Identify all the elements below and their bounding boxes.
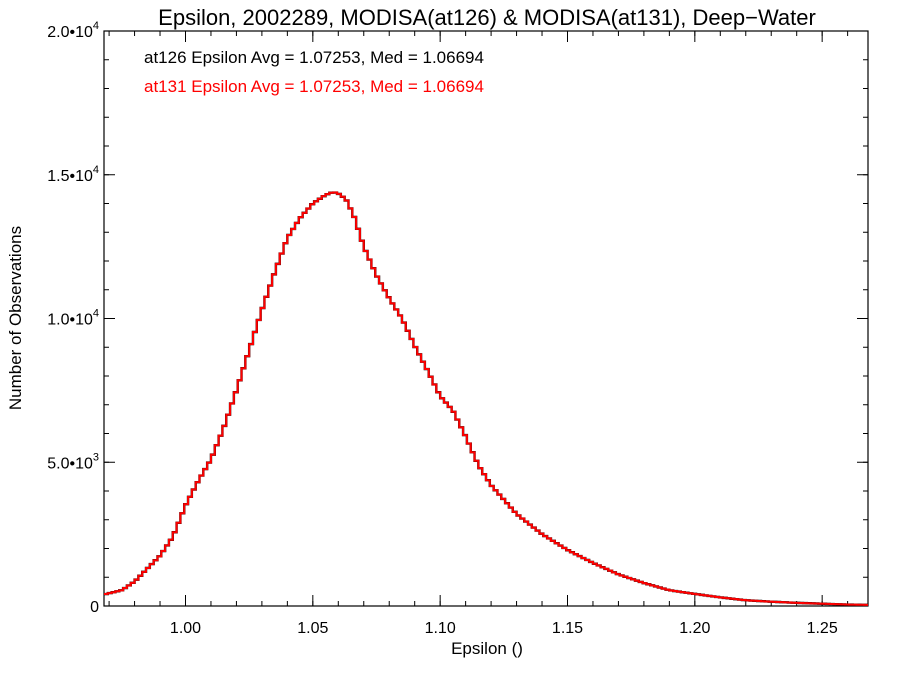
legend-entry-at126: at126 Epsilon Avg = 1.07253, Med = 1.066… (144, 48, 484, 67)
legend: at126 Epsilon Avg = 1.07253, Med = 1.066… (144, 48, 484, 96)
y-tick-label: 2.0•104 (47, 20, 99, 41)
plot-area (103, 30, 869, 607)
x-tick-label: 1.25 (807, 620, 838, 637)
y-tick-label: 0 (90, 599, 99, 616)
series-layer (104, 191, 868, 607)
x-tick-label: 1.10 (425, 620, 456, 637)
series-line-at126 (104, 191, 868, 607)
x-axis-label: Epsilon () (451, 639, 523, 658)
y-tick-label: 1.0•104 (47, 308, 99, 329)
plot-frame (103, 30, 869, 607)
x-tick-label: 1.15 (552, 620, 583, 637)
y-axis-label: Number of Observations (6, 226, 25, 410)
x-tick-label: 1.20 (679, 620, 710, 637)
axis-ticks (104, 30, 868, 607)
x-tick-label: 1.00 (170, 620, 201, 637)
x-tick-label: 1.05 (297, 620, 328, 637)
y-tick-label: 1.5•104 (47, 164, 99, 185)
legend-entry-at131: at131 Epsilon Avg = 1.07253, Med = 1.066… (144, 77, 484, 96)
chart-title: Epsilon, 2002289, MODISA(at126) & MODISA… (158, 5, 816, 30)
y-tick-labels: 0 5.0•103 1.0•104 1.5•104 2.0•104 (47, 20, 99, 616)
series-line-at131 (104, 191, 868, 606)
y-tick-label: 5.0•103 (47, 451, 99, 472)
x-tick-labels: 1.00 1.05 1.10 1.15 1.20 1.25 (170, 620, 838, 637)
